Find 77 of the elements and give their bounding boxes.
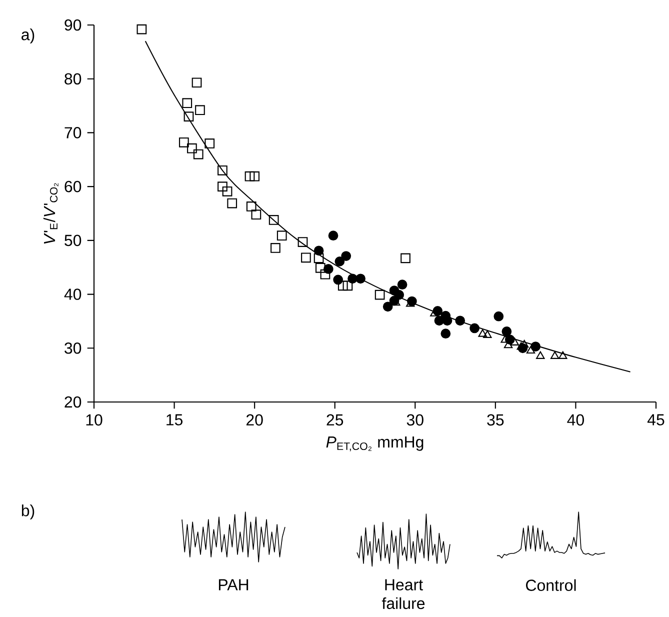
x-tick-label: 20 — [246, 414, 263, 426]
point — [334, 256, 345, 266]
x-axis-title: Heart failure — [382, 579, 425, 610]
point — [328, 230, 338, 241]
point — [178, 137, 189, 148]
point — [301, 252, 311, 263]
point — [455, 316, 466, 326]
point — [320, 269, 330, 280]
point — [442, 316, 452, 326]
point — [222, 186, 232, 196]
point — [526, 346, 536, 354]
point — [494, 311, 504, 322]
x-axis-title: Control — [526, 579, 576, 591]
y-tick-label: 40 — [64, 288, 82, 300]
point — [218, 182, 228, 192]
point — [550, 351, 560, 359]
text: b) — [22, 504, 34, 520]
point — [356, 274, 366, 284]
point — [397, 280, 408, 290]
point — [244, 171, 255, 182]
x-tick-label: 35 — [487, 414, 504, 426]
x-tick-label: 10 — [86, 414, 102, 426]
point — [250, 171, 260, 182]
point — [338, 280, 348, 291]
point — [510, 338, 520, 346]
point — [315, 262, 326, 273]
point — [374, 290, 385, 300]
y-tick-label: 70 — [64, 127, 82, 138]
line-series — [144, 40, 631, 372]
y-tick-label: 30 — [64, 342, 82, 354]
point — [246, 202, 256, 212]
x-tick-label: 25 — [326, 414, 344, 426]
point — [478, 329, 487, 337]
point — [348, 274, 358, 284]
point — [193, 149, 204, 160]
y-tick-label: 20 — [64, 396, 82, 408]
x-axis-title: P$_{ET,CO₂}$ mmHg — [326, 436, 424, 452]
point — [342, 280, 353, 291]
point — [483, 330, 492, 338]
point — [187, 143, 197, 154]
point — [440, 328, 451, 339]
point — [341, 251, 352, 261]
point — [470, 323, 480, 334]
y-axis-title: V'$_{E}$/V'$_{CO₂}$ — [43, 183, 58, 244]
point — [184, 112, 194, 122]
point — [218, 165, 228, 176]
point — [268, 215, 279, 225]
y-tick-label: 60 — [64, 180, 82, 192]
point — [227, 198, 238, 208]
point — [136, 24, 147, 34]
y-tick-label: 50 — [64, 234, 82, 246]
point — [270, 243, 280, 253]
text: a) — [22, 28, 34, 44]
point — [298, 237, 308, 247]
point — [324, 264, 334, 274]
y-tick-label: 80 — [64, 73, 82, 85]
x-tick-label: 45 — [647, 414, 664, 426]
point — [314, 253, 324, 264]
point — [204, 138, 215, 148]
point — [502, 326, 512, 336]
point — [182, 98, 192, 108]
point — [530, 342, 541, 352]
point — [333, 274, 344, 285]
point — [195, 105, 205, 116]
x-tick-label: 15 — [166, 414, 183, 426]
point — [536, 351, 545, 359]
x-tick-label: 40 — [567, 414, 584, 426]
point — [400, 253, 410, 264]
point — [276, 230, 287, 241]
x-tick-label: 30 — [406, 414, 424, 426]
point — [558, 351, 568, 359]
point — [382, 302, 393, 312]
point — [251, 210, 262, 220]
point — [314, 246, 324, 256]
y-tick-label: 90 — [64, 19, 82, 31]
x-axis-title: PAH — [218, 579, 248, 590]
point — [192, 78, 202, 88]
